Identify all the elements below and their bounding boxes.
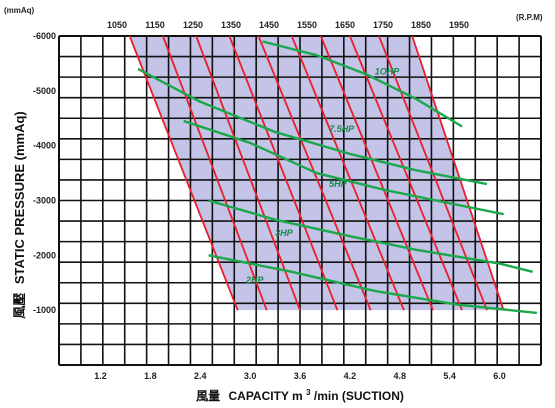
rpm-label-1350: 1350 [221,20,241,30]
hp-curve-5HP [183,119,504,216]
hp-lines [137,40,537,315]
x-tick-label: 3.0 [244,371,257,381]
hp-curve-2HP [208,254,537,315]
x-tick-label: 6.0 [493,371,506,381]
hp-labels: 1OHP 7.5HP 5HP 3HP 2HP [245,66,400,284]
rpm-label-1450: 1450 [259,20,279,30]
rpm-line-1250 [195,35,301,311]
rpm-line-1650 [319,35,434,311]
y-tick-label: -2000 [33,250,56,260]
hp-curve-3HP [208,199,533,273]
rpm-label-1050: 1050 [107,20,127,30]
rpm-label-1550: 1550 [297,20,317,30]
x-axis-label-sup: 3 [306,388,311,397]
x-tick-label: 1.8 [144,371,157,381]
rpm-label-1150: 1150 [145,20,165,30]
rpm-unit-label: (R.P.M) [516,13,543,22]
x-tick-label: 3.6 [294,371,307,381]
y-tick-label: -1000 [33,305,56,315]
y-unit-label: (mmAq) [4,6,35,15]
rpm-line-1350 [228,35,339,311]
y-tick-label: -4000 [33,141,56,151]
hp-label-7.5HP: 7.5HP [329,124,355,134]
y-axis-label: 風壓 STATIC PRESSURE (mmAq) [12,111,27,319]
x-tick-label: 1.2 [94,371,107,381]
rpm-label-1750: 1750 [373,20,393,30]
y-ticks: -6000 -5000 -4000 -3000 -2000 -1000 [33,31,56,315]
x-axis-label-suffix: /min (SUCTION) [314,389,404,403]
y-tick-label: -3000 [33,196,56,206]
x-tick-label: 2.4 [194,371,207,381]
y-tick-label: -5000 [33,86,56,96]
svg-text:風壓 STATIC PRESSURE (mmAq: 風壓 STATIC PRESSURE (mmAq) [12,111,27,319]
grid-layer [58,35,542,366]
x-tick-label: 4.8 [393,371,406,381]
x-tick-label: 5.4 [443,371,456,381]
hp-label-2HP: 2HP [245,275,265,285]
rpm-label-1650: 1650 [335,20,355,30]
hp-curve-1OHP [262,40,463,128]
hp-curve-7.5HP [137,67,488,186]
hp-label-5HP: 5HP [329,179,348,189]
rpm-line-1950 [411,35,505,311]
x-ticks: 1.2 1.8 2.4 3.0 3.6 4.2 4.8 5.4 6.0 [94,371,505,381]
hp-label-1OHP: 1OHP [375,66,401,76]
y-axis-label-text: STATIC PRESSURE (mmAq) [12,111,27,284]
rpm-label-1250: 1250 [183,20,203,30]
y-tick-label: -6000 [33,31,56,41]
y-axis-label-prefix: 風壓 [12,293,27,319]
rpm-lines [128,35,505,311]
rpm-line-1750 [349,35,463,311]
x-axis-label-prefix: 風量 [196,389,220,403]
rpm-label-1850: 1850 [411,20,431,30]
rpm-label-1950: 1950 [449,20,469,30]
x-tick-label: 4.2 [344,371,357,381]
hp-label-3HP: 3HP [275,228,294,238]
rpm-line-1550 [290,35,405,311]
x-axis-label: 風量 CAPACITY m 3 /min (SUCTION) [196,384,404,403]
rpm-labels: 1050 1150 1250 1350 1450 1550 1650 1750 1850 1950 [107,20,469,30]
rpm-line-1050 [128,35,239,311]
x-axis-label-text: CAPACITY m [228,389,302,403]
